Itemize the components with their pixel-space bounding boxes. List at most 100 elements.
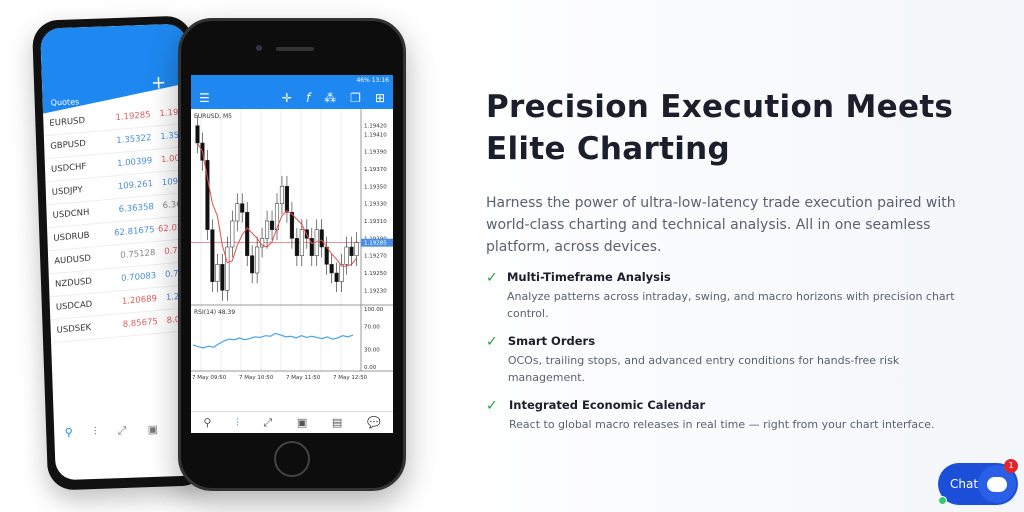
rsi-tick: 0.00: [364, 365, 377, 371]
candle-body: [299, 229, 304, 256]
quote-bid: 1.20689: [121, 293, 158, 307]
candle-body: [289, 212, 294, 239]
history-icon[interactable]: ▣: [147, 422, 159, 437]
candle-body: [235, 203, 240, 222]
new-order-icon[interactable]: ⊞: [374, 91, 385, 105]
history-icon[interactable]: ▣: [296, 416, 308, 429]
candle-body: [255, 246, 260, 274]
chart-toolbar: ☰ ✛ f ⁂ ❐ ⊞: [191, 87, 393, 109]
quote-symbol: USDCNH: [52, 207, 90, 221]
price-tick: 1.19330: [364, 202, 387, 208]
feature-desc: OCOs, trailing stops, and advanced entry…: [507, 354, 900, 384]
chat-button[interactable]: Chat 1: [938, 459, 1018, 505]
candle-body: [210, 229, 215, 282]
menu-icon[interactable]: ☰: [199, 91, 210, 105]
lead-text: Harness the power of ultra-low-latency t…: [486, 195, 956, 255]
candle-body: [195, 125, 200, 144]
notification-badge: 1: [1004, 459, 1018, 473]
candle-body: [319, 229, 324, 248]
rsi-tick: 100.00: [364, 307, 384, 313]
quote-bid: 1.19285: [115, 110, 151, 124]
feature-item: ✓ Smart Orders OCOs, trailing stops, and …: [486, 334, 956, 386]
quote-bid: 8.85675: [122, 316, 158, 330]
feature-title: Smart Orders: [507, 334, 596, 348]
candle-body: [205, 160, 210, 230]
quote-symbol: USDJPY: [51, 185, 83, 198]
home-button: [274, 441, 310, 477]
quotes-icon[interactable]: ⚲: [203, 416, 212, 429]
candle-body: [339, 264, 344, 282]
time-label: 7 May 12:50: [333, 375, 368, 381]
price-tick: 1.19350: [364, 184, 387, 190]
rsi-label: RSI(14) 48.39: [194, 309, 235, 316]
candle-body: [265, 220, 270, 239]
crosshair-icon[interactable]: ✛: [281, 91, 292, 105]
candle-body: [230, 220, 235, 248]
quote-symbol: NZDUSD: [54, 276, 93, 290]
price-tick: 1.19390: [364, 150, 387, 156]
quote-symbol: EURUSD: [49, 115, 86, 129]
indicators-icon[interactable]: f: [305, 91, 311, 105]
windows-icon[interactable]: ❐: [350, 91, 361, 105]
price-tick: 1.19250: [364, 271, 387, 277]
candle-body: [284, 186, 289, 213]
candle-body: [309, 238, 314, 256]
candle-body: [349, 246, 354, 256]
feature-desc: React to global macro releases in real t…: [509, 418, 935, 431]
time-label: 7 May 09:50: [192, 375, 227, 381]
chart-icon[interactable]: ⫶: [236, 415, 239, 429]
quote-bid: 62.81675: [113, 224, 155, 239]
status-bar: 46% 13:16: [191, 75, 393, 87]
feature-section: Precision Execution Meets Elite Charting…: [486, 86, 956, 433]
quote-symbol: USDRUB: [53, 230, 90, 244]
quote-list: EURUSD 1.19285 1.1928 GBPUSD 1.35322 1.3532 US…: [43, 100, 197, 344]
candle-body: [240, 203, 245, 213]
check-icon: ✓: [486, 270, 498, 286]
quotes-header: + Quotes: [40, 24, 189, 114]
candle-body: [250, 255, 255, 274]
time-label: 7 May 10:50: [239, 375, 274, 381]
page-title: Precision Execution Meets Elite Charting: [486, 89, 954, 167]
feature-desc: Analyze patterns across intraday, swing,…: [506, 290, 955, 320]
quote-symbol: USDSEK: [56, 322, 92, 336]
message-icon: [987, 476, 1007, 492]
quote-symbol: USDCHF: [50, 161, 87, 175]
moving-average-line: [197, 142, 357, 267]
chat-icon[interactable]: 💬: [366, 416, 381, 429]
check-icon: ✓: [486, 334, 498, 350]
trade-icon[interactable]: ⤢: [117, 423, 127, 438]
news-icon[interactable]: ▤: [331, 416, 343, 429]
quotes-icon[interactable]: ⚲: [64, 425, 74, 440]
candle-body: [215, 264, 220, 282]
rsi-tick: 70.00: [364, 324, 380, 330]
symbol-label: EURUSD, M5: [194, 113, 232, 120]
chat-bubble-icon[interactable]: [978, 465, 1016, 503]
candle-body: [269, 220, 275, 230]
quote-bid: 0.75128: [120, 247, 156, 262]
front-phone: 46% 13:16 ☰ ✛ f ⁂ ❐ ⊞ EURUSD, M5 1.19420 1…: [178, 18, 406, 491]
candle-body: [245, 212, 250, 256]
price-tick: 1.19230: [364, 288, 387, 294]
price-tick: 1.19310: [364, 219, 387, 225]
price-tick: 1.19370: [364, 167, 387, 173]
feature-title: Multi-Timeframe Analysis: [506, 270, 671, 284]
candle-body: [354, 242, 359, 256]
trade-icon[interactable]: ⤢: [263, 415, 273, 429]
chart-icon[interactable]: ⫶: [93, 424, 97, 439]
candle-body: [334, 272, 339, 282]
plus-icon[interactable]: +: [150, 72, 167, 94]
candle-body: [329, 264, 334, 274]
feature-item: ✓ Integrated Economic Calendar React to g…: [486, 398, 956, 433]
candle-body: [225, 246, 230, 291]
online-indicator: [938, 496, 947, 505]
current-price-tag: [361, 238, 393, 247]
quote-symbol: AUDUSD: [54, 253, 92, 267]
rsi-tick: 30.00: [364, 348, 380, 354]
candle-body: [344, 246, 349, 265]
quote-bid: 6.36358: [118, 201, 154, 216]
price-tick: 1.19270: [364, 254, 387, 260]
quote-bid: 1.00399: [116, 156, 153, 170]
feature-title: Integrated Economic Calendar: [509, 398, 706, 412]
price-chart[interactable]: EURUSD, M5 1.19420 1.19410 1.19390 1.19370 1.…: [191, 109, 393, 405]
objects-icon[interactable]: ⁂: [324, 91, 337, 105]
